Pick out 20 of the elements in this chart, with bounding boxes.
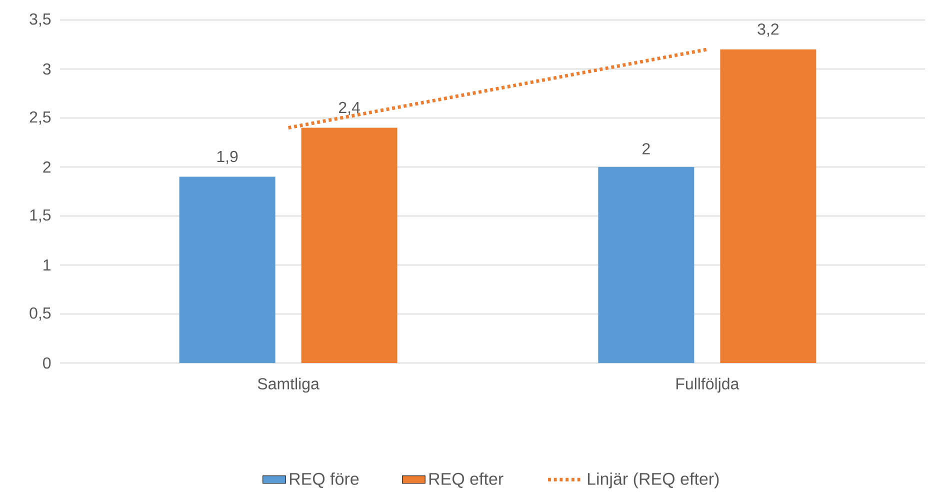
y-tick-label: 0 [43,357,51,369]
bar [598,166,694,363]
legend-label: REQ efter [429,472,504,488]
y-tick-label: 3 [43,63,51,75]
data-label: 2 [642,143,650,154]
x-tick-label: Samtliga [258,378,320,393]
legend-label: Linjär (REQ efter) [588,472,719,488]
x-tick-label: Fullföljda [676,378,740,393]
y-tick-label: 0,5 [30,307,51,321]
data-label: 3,2 [758,23,778,37]
bar [179,176,276,363]
data-label: 1,9 [217,150,238,164]
legend-label: REQ före [290,472,359,488]
y-tick-label: 1 [44,259,51,270]
y-tick-label: 3,5 [30,13,51,27]
y-tick-label: 1,5 [30,209,51,223]
bar [720,49,816,363]
y-tick-label: 2 [43,161,50,173]
data-label: 2,4 [338,102,360,116]
y-tick-label: 2,5 [30,111,51,125]
